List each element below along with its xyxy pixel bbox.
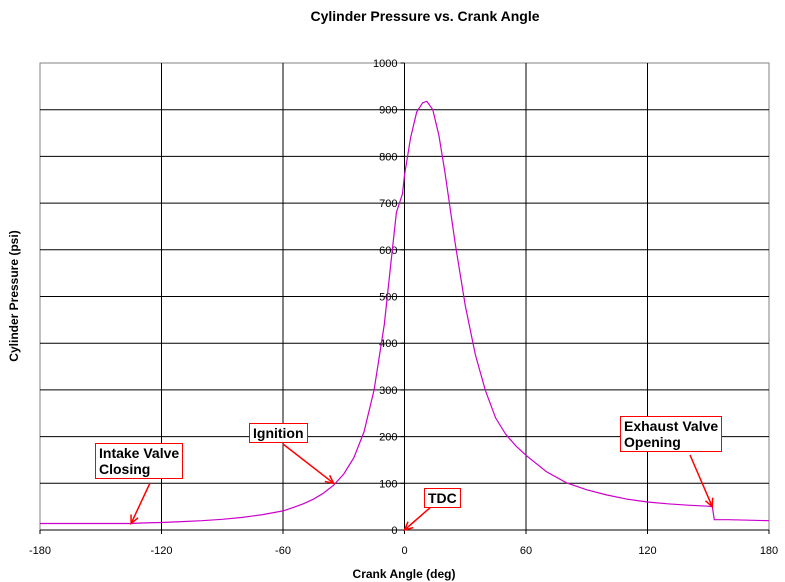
annotation-arrow-head [130,514,139,526]
x-axis-tick-labels: -180 -120 -60 0 60 120 180 [29,530,778,557]
annotation-arrow-head [324,474,335,485]
series-layer [40,100,770,525]
y-tick-label: 0 [391,525,397,537]
annotation-arrow-line [282,443,335,484]
x-tick-label: 180 [760,545,778,557]
y-tick-label: 900 [379,105,397,117]
x-axis-label: Crank Angle (deg) [353,567,456,581]
annotation-intake-valve-closing: Intake Valve Closing [95,443,184,479]
x-tick-label: 0 [401,545,407,557]
y-axis-label: Cylinder Pressure (psi) [7,230,21,361]
y-tick-label: 300 [379,385,397,397]
annotation-arrows [130,443,714,532]
y-tick-label: 600 [379,245,397,257]
chart-title: Cylinder Pressure vs. Crank Angle [310,8,539,24]
x-tick-label: -60 [275,545,291,557]
x-tick-label: -180 [29,545,51,557]
y-tick-label: 100 [379,478,397,490]
annotation-arrow-head [403,521,414,532]
x-tick-label: 60 [520,545,532,557]
y-tick-label: 1000 [373,58,397,70]
y-axis-tick-labels: 0 100 200 300 400 500 600 700 800 900 1000 [373,58,405,537]
x-tick-label: -120 [150,545,172,557]
annotation-exhaust-valve-opening: Exhaust Valve Opening [620,416,723,452]
annotation-arrow-head [705,497,714,509]
annotation-arrow-line [689,454,713,507]
annotation-tdc: TDC [424,488,461,508]
annotation-arrow-line [404,505,433,531]
x-tick-label: 120 [638,545,656,557]
y-tick-label: 500 [379,292,397,304]
y-tick-label: 800 [379,151,397,163]
annotation-arrow-line [130,482,151,524]
series-line-cylinder-pressure [40,100,770,525]
annotation-ignition: Ignition [249,423,308,443]
y-tick-label: 700 [379,198,397,210]
y-tick-label: 400 [379,338,397,350]
y-tick-label: 200 [379,432,397,444]
